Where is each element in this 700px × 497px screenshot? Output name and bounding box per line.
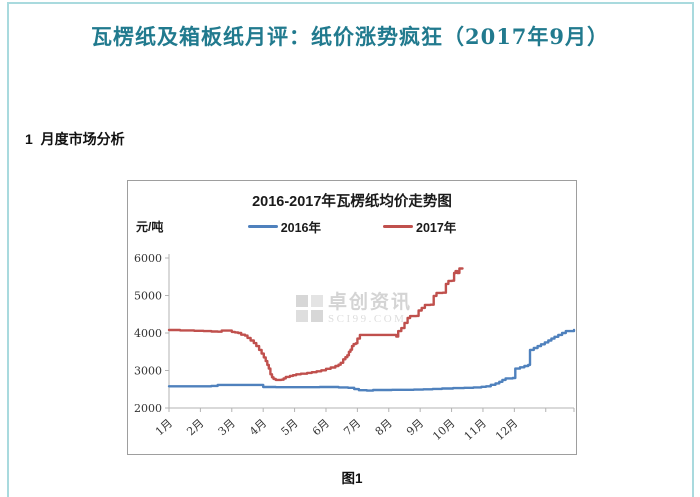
chart-legend: 2016年 2017年 (128, 217, 576, 236)
trend-line-chart: 2000 3000 4000 5000 6000 1月 2月 3月 4月 5月 6月 7月 8月 9月 10… (134, 252, 576, 443)
svg-text:4月: 4月 (247, 417, 269, 439)
svg-text:2月: 2月 (184, 417, 206, 439)
svg-text:10月: 10月 (430, 417, 457, 443)
svg-text:6月: 6月 (310, 417, 332, 439)
svg-text:5000: 5000 (134, 290, 162, 303)
legend-item-2017: 2017年 (383, 217, 456, 236)
svg-text:5月: 5月 (279, 417, 301, 439)
svg-text:1月: 1月 (153, 417, 175, 439)
y-axis-unit-label: 元/吨 (136, 220, 164, 234)
page-title: 瓦楞纸及箱板纸月评：纸价涨势疯狂（2017年9月） (90, 24, 610, 49)
legend-label-2016: 2016年 (280, 221, 321, 235)
chart-title: 2016-2017年瓦楞纸均价走势图 (252, 194, 452, 210)
legend-item-2016: 2016年 (247, 217, 321, 236)
legend-line-swatch-2017 (383, 225, 413, 228)
svg-text:2000: 2000 (134, 402, 162, 415)
svg-text:3000: 3000 (134, 365, 162, 378)
figure-caption: 图1 (341, 471, 363, 486)
svg-text:3月: 3月 (216, 417, 238, 439)
svg-text:11月: 11月 (462, 417, 489, 443)
section-heading: 1 月度市场分析 (25, 131, 125, 147)
chart-container: 2016-2017年瓦楞纸均价走势图 元/吨 2016年 2017年 卓创资讯 … (127, 180, 577, 455)
legend-label-2017: 2017年 (416, 221, 457, 235)
svg-text:9月: 9月 (404, 417, 426, 439)
svg-text:7月: 7月 (341, 417, 363, 439)
svg-text:12月: 12月 (493, 417, 520, 443)
svg-text:4000: 4000 (134, 327, 162, 340)
svg-text:8月: 8月 (373, 417, 395, 439)
legend-line-swatch-2016 (247, 225, 278, 228)
svg-text:6000: 6000 (134, 252, 162, 265)
